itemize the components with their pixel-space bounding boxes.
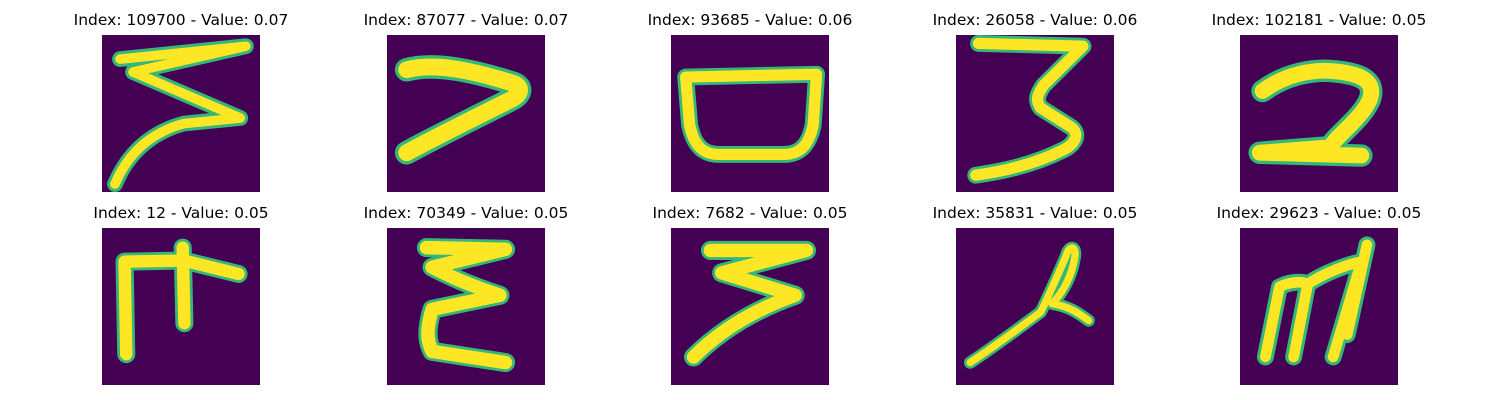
digit-image — [956, 35, 1114, 192]
panel-8: Index: 7682 - Value: 0.05 — [630, 203, 870, 385]
panel-3: Index: 93685 - Value: 0.06 — [630, 10, 870, 192]
panel-9: Index: 35831 - Value: 0.05 — [915, 203, 1155, 385]
digit-image — [387, 35, 545, 192]
panel-10: Index: 29623 - Value: 0.05 — [1199, 203, 1439, 385]
panel-title: Index: 102181 - Value: 0.05 — [1211, 11, 1427, 29]
digit-image — [1240, 35, 1398, 192]
panel-title: Index: 29623 - Value: 0.05 — [1216, 204, 1422, 222]
digit-image — [102, 228, 260, 385]
panel-title: Index: 7682 - Value: 0.05 — [652, 204, 848, 222]
digit-image — [671, 228, 829, 385]
digit-image — [387, 228, 545, 385]
panel-title: Index: 12 - Value: 0.05 — [93, 204, 269, 222]
panel-title: Index: 109700 - Value: 0.07 — [73, 11, 289, 29]
digit-image — [671, 35, 829, 192]
digit-image — [956, 228, 1114, 385]
panel-title: Index: 70349 - Value: 0.05 — [363, 204, 569, 222]
panel-7: Index: 70349 - Value: 0.05 — [346, 203, 586, 385]
digit-image — [102, 35, 260, 192]
digit-image — [1240, 228, 1398, 385]
panel-1: Index: 109700 - Value: 0.07 — [61, 10, 301, 192]
panel-title: Index: 93685 - Value: 0.06 — [647, 11, 853, 29]
panel-title: Index: 26058 - Value: 0.06 — [932, 11, 1138, 29]
panel-5: Index: 102181 - Value: 0.05 — [1199, 10, 1439, 192]
panel-2: Index: 87077 - Value: 0.07 — [346, 10, 586, 192]
panel-6: Index: 12 - Value: 0.05 — [61, 203, 301, 385]
panel-4: Index: 26058 - Value: 0.06 — [915, 10, 1155, 192]
panel-title: Index: 35831 - Value: 0.05 — [932, 204, 1138, 222]
panel-title: Index: 87077 - Value: 0.07 — [363, 11, 569, 29]
